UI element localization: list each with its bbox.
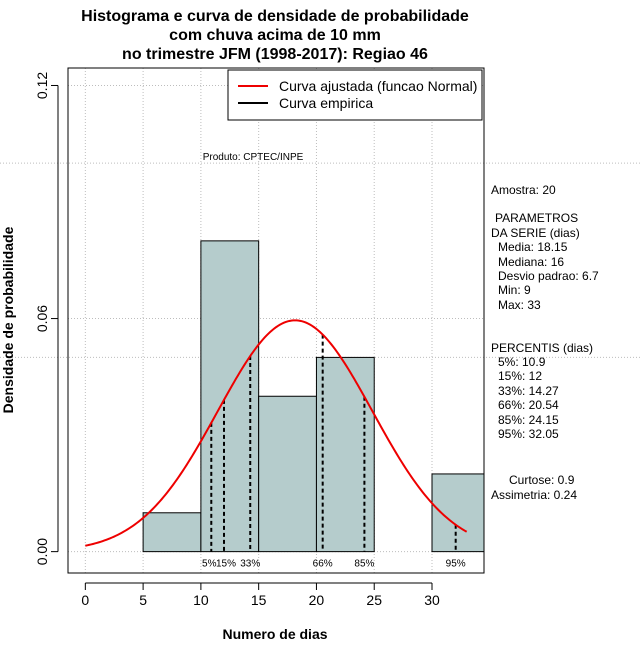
legend: Curva ajustada (funcao Normal) Curva emp… [227, 69, 483, 121]
stat-p33: 33%: 14.27 [498, 384, 559, 398]
stat-curtose: Curtose: 0.9 [509, 473, 575, 487]
stat-p5: 5%: 10.9 [498, 355, 546, 369]
histogram-bar [200, 240, 260, 553]
stat-p15: 15%: 12 [498, 369, 542, 383]
x-tick-label: 20 [309, 592, 325, 608]
stat-media: Media: 18.15 [498, 240, 568, 254]
y-tick-label: 0.06 [34, 305, 50, 332]
percentile-label: 66% [313, 559, 333, 570]
x-tick-label: 10 [193, 592, 209, 608]
stat-min: Min: 9 [498, 283, 531, 297]
legend-label-normal: Curva ajustada (funcao Normal) [279, 78, 477, 94]
chart-title-line-1: Histograma e curva de densidade de proba… [81, 8, 469, 25]
stats-panel: Amostra: 20 PARAMETROS DA SERIE (dias) M… [491, 183, 599, 502]
legend-box [227, 69, 483, 121]
percentile-lines: 5% 15% 33% 66% 85% 95% [202, 334, 466, 570]
stat-percentis-title: PERCENTIS (dias) [491, 341, 593, 355]
x-axis-label: Numero de dias [222, 626, 327, 642]
percentile-label: 5% [202, 559, 217, 570]
stat-parametros-title: PARAMETROS [495, 211, 578, 225]
stat-mediana: Mediana: 16 [498, 255, 564, 269]
histogram-bar [142, 512, 202, 553]
y-tick-label: 0.00 [34, 538, 50, 565]
x-tick-label: 0 [81, 592, 89, 608]
histogram-bar [258, 395, 317, 553]
stat-max: Max: 33 [498, 298, 541, 312]
x-tick-label: 25 [366, 592, 382, 608]
percentile-label: 85% [354, 559, 374, 570]
x-tick-label: 30 [424, 592, 440, 608]
product-label: Produto: CPTEC/INPE [203, 152, 304, 163]
stat-amostra: Amostra: 20 [491, 183, 556, 197]
normal-curve-line [85, 319, 468, 547]
chart-title-line-3: no trimestre JFM (1998-2017): Regiao 46 [122, 46, 428, 63]
y-tick-label: 0.12 [34, 72, 50, 99]
percentile-label: 95% [446, 559, 466, 570]
percentile-label: 15% [216, 559, 236, 570]
stat-p85: 85%: 24.15 [498, 413, 559, 427]
histogram-bar [315, 356, 375, 553]
chart-title-line-2: com chuva acima de 10 mm [169, 27, 381, 44]
stat-desvio: Desvio padrao: 6.7 [498, 269, 599, 283]
x-tick-label: 15 [251, 592, 267, 608]
legend-label-empirical: Curva empirica [279, 95, 373, 111]
normal-curve [85, 319, 468, 547]
y-axis-label: Densidade de probabilidade [0, 226, 16, 413]
percentile-label: 33% [240, 559, 260, 570]
histogram-bar [431, 473, 485, 553]
axes: 0 5 10 15 20 25 30 0.00 0.06 0.12 [34, 72, 440, 608]
stat-p95: 95%: 32.05 [498, 427, 559, 441]
stat-serie-title: DA SERIE (dias) [491, 226, 580, 240]
stat-assimetria: Assimetria: 0.24 [491, 488, 577, 502]
plot-frame [67, 67, 485, 574]
stat-p66: 66%: 20.54 [498, 398, 559, 412]
x-tick-label: 5 [139, 592, 147, 608]
